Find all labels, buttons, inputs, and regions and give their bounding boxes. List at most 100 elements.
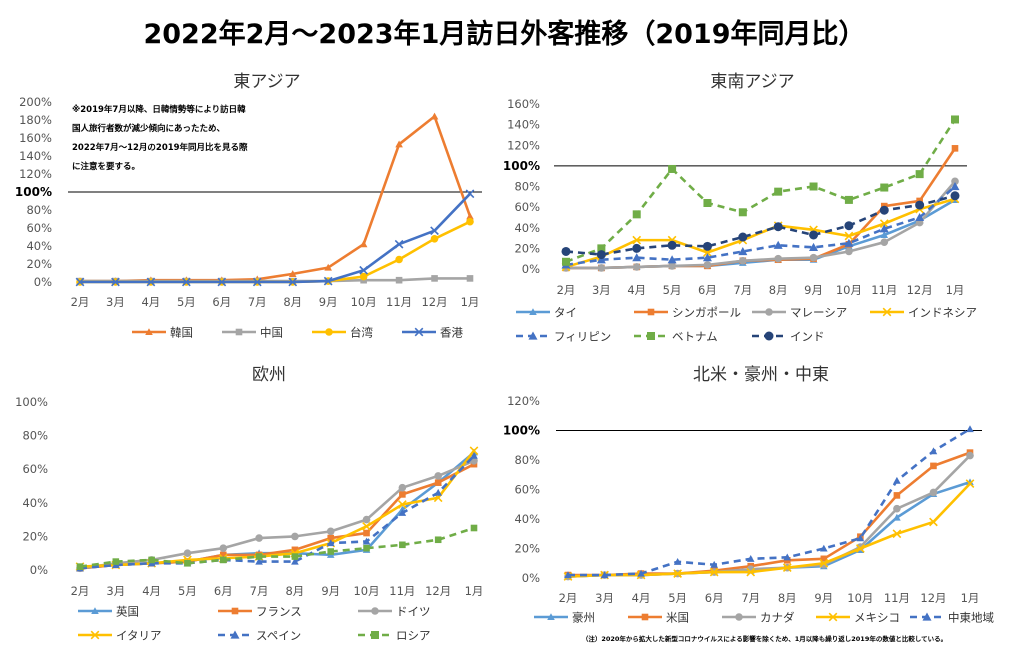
y-tick-label: 160% bbox=[507, 97, 540, 111]
series-line bbox=[565, 194, 956, 256]
y-tick-label: 180% bbox=[19, 113, 52, 127]
x-tick-label: 7月 bbox=[250, 584, 269, 598]
legend-item: 米国 bbox=[628, 611, 689, 625]
x-tick-label: 4月 bbox=[627, 283, 646, 297]
legend-label: インドネシア bbox=[908, 306, 977, 320]
data-point bbox=[596, 255, 606, 264]
data-point bbox=[774, 254, 782, 263]
data-point bbox=[434, 488, 442, 496]
data-point bbox=[395, 276, 403, 284]
series-中東地域 bbox=[564, 425, 974, 579]
data-point bbox=[148, 556, 155, 564]
y-tick-label: 120% bbox=[507, 394, 540, 408]
series-メキシコ bbox=[563, 479, 975, 581]
data-point bbox=[893, 476, 901, 484]
data-point bbox=[950, 191, 960, 201]
x-tick-label: 12月 bbox=[907, 283, 933, 297]
data-point bbox=[880, 238, 889, 246]
legend-item: ベトナム bbox=[634, 330, 718, 344]
x-tick-label: 10月 bbox=[836, 283, 862, 297]
y-tick-label: 60% bbox=[514, 483, 540, 497]
chart-europe: 欧州 0% 20% 40% 60% 80% 100% 2月 3月 4月 5月 6月 7月 8月 9月 10月 1… bbox=[0, 355, 500, 655]
chart-europe-svg: 欧州 0% 20% 40% 60% 80% 100% 2月 3月 4月 5月 6月 7月 8月 9月 10月 1… bbox=[15, 365, 483, 643]
x-tick-label: 11月 bbox=[884, 591, 910, 605]
legend-label: インド bbox=[790, 330, 825, 344]
legend-marker bbox=[828, 612, 838, 622]
data-point bbox=[466, 275, 474, 282]
series-line bbox=[565, 118, 957, 263]
data-point bbox=[434, 472, 442, 480]
data-point bbox=[844, 231, 854, 241]
legend-item: 英国 bbox=[78, 605, 139, 619]
legend-marker bbox=[325, 328, 333, 336]
data-point bbox=[915, 200, 925, 210]
chart-title: 北米・豪州・中東 bbox=[693, 364, 829, 385]
legend-item: ドイツ bbox=[358, 605, 431, 619]
data-point bbox=[893, 513, 901, 521]
data-point bbox=[783, 553, 792, 561]
x-tick-label: 2月 bbox=[71, 584, 90, 598]
data-point bbox=[326, 539, 335, 547]
legend-marker bbox=[647, 332, 655, 340]
data-point bbox=[879, 205, 889, 215]
data-point bbox=[430, 235, 439, 243]
x-tick-label: 12月 bbox=[920, 591, 946, 605]
y-tick-label: 100% bbox=[503, 159, 540, 173]
y-tick-label: 40% bbox=[514, 221, 540, 235]
data-point bbox=[774, 187, 783, 196]
data-point bbox=[291, 546, 299, 554]
legend-marker bbox=[90, 630, 100, 640]
x-tick-label: 5月 bbox=[177, 295, 196, 309]
data-point bbox=[667, 255, 677, 264]
chart-east-asia-svg: 東アジア 0% 20% 40% 60% 80% 100% 120% 140% 160% 180% 20… bbox=[15, 72, 482, 340]
x-tick-label: 4月 bbox=[141, 295, 160, 309]
data-point bbox=[892, 529, 902, 539]
y-tick-label: 20% bbox=[514, 241, 540, 255]
x-tick-label: 4月 bbox=[632, 591, 651, 605]
y-tick-label: 160% bbox=[19, 131, 52, 145]
data-point bbox=[362, 515, 371, 524]
data-point bbox=[809, 230, 819, 240]
chart-title: 欧州 bbox=[252, 365, 286, 385]
legend-label: タイ bbox=[554, 306, 577, 320]
legend-label: フィリピン bbox=[554, 330, 611, 344]
legend-marker bbox=[647, 308, 655, 316]
legend-marker bbox=[145, 328, 153, 336]
data-point bbox=[466, 212, 474, 220]
data-point bbox=[668, 262, 676, 270]
series-line bbox=[80, 192, 471, 284]
data-point bbox=[564, 571, 572, 579]
x-tick-label: 4月 bbox=[142, 584, 161, 598]
data-point bbox=[76, 563, 84, 570]
data-point bbox=[709, 567, 719, 577]
data-point bbox=[632, 253, 642, 262]
y-tick-label: 60% bbox=[26, 221, 52, 235]
y-tick-label: 80% bbox=[22, 429, 48, 443]
chart-title: 東南アジア bbox=[710, 72, 794, 92]
x-tick-label: 8月 bbox=[285, 584, 304, 598]
data-point bbox=[399, 491, 406, 498]
data-point bbox=[181, 277, 191, 287]
data-point bbox=[702, 253, 712, 262]
data-point bbox=[809, 182, 818, 191]
data-point bbox=[673, 569, 683, 578]
x-tick-label: 11月 bbox=[386, 295, 412, 309]
legend-marker bbox=[764, 331, 774, 341]
data-point bbox=[809, 242, 819, 251]
data-point bbox=[746, 555, 755, 562]
legend-marker bbox=[235, 328, 243, 336]
series-line bbox=[568, 427, 971, 577]
legend-item: 韓国 bbox=[132, 326, 193, 340]
data-point bbox=[738, 246, 748, 256]
y-tick-label: 200% bbox=[19, 95, 52, 109]
legend-label: 香港 bbox=[440, 326, 463, 340]
x-tick-label: 3月 bbox=[595, 591, 614, 605]
x-tick-label: 5月 bbox=[178, 584, 197, 598]
data-point bbox=[738, 208, 747, 217]
series-フィリピン bbox=[561, 182, 960, 269]
data-point bbox=[966, 425, 974, 433]
data-point bbox=[929, 517, 938, 527]
legend-item: 中東地域 bbox=[910, 611, 994, 625]
x-tick-label: 3月 bbox=[106, 295, 125, 309]
data-point bbox=[288, 270, 297, 277]
